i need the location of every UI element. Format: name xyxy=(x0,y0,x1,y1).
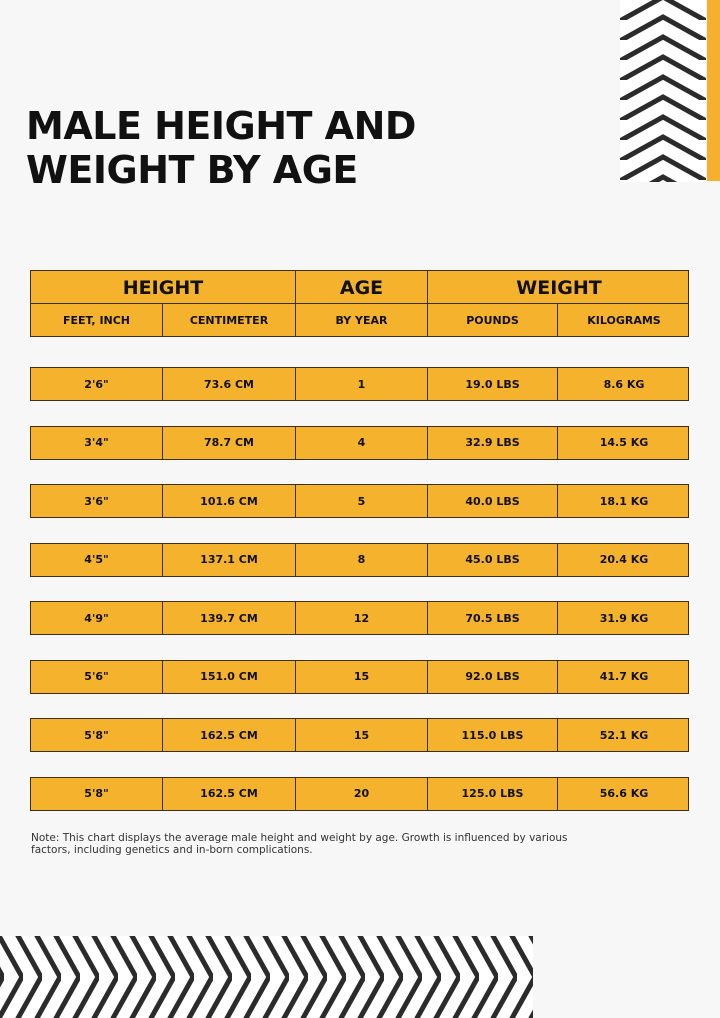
group-height: HEIGHT xyxy=(31,271,296,304)
cell-pounds: 45.0 LBS xyxy=(428,543,558,576)
cell-pounds: 40.0 LBS xyxy=(428,485,558,517)
cell-age: 5 xyxy=(296,485,428,517)
cell-age: 15 xyxy=(296,719,428,751)
table-row: 4'9" 139.7 CM 12 70.5 LBS 31.9 KG xyxy=(30,601,689,635)
cell-kilograms: 31.9 KG xyxy=(599,611,649,625)
col-centimeter: CENTIMETER xyxy=(163,304,296,336)
cell-kilograms: 41.7 KG xyxy=(599,670,649,683)
col-by-year: BY YEAR xyxy=(296,304,428,336)
cell-pounds: 70.5 LBS xyxy=(428,602,558,634)
cell-age: 20 xyxy=(296,777,428,810)
group-age: AGE xyxy=(296,271,428,304)
cell-age: 8 xyxy=(296,543,428,576)
cell-age: 12 xyxy=(296,602,428,634)
table-row: 3'6" 101.6 CM 5 40.0 LBS 18.1 KG xyxy=(30,484,689,518)
cell-feet-inch: 4'9" xyxy=(31,602,163,634)
cell-centimeter: 162.5 CM xyxy=(163,777,296,810)
table-row: 5'6" 151.0 CM 15 92.0 LBS 41.7 KG xyxy=(30,659,689,694)
cell-centimeter: 137.1 CM xyxy=(163,543,296,576)
cell-pounds: 19.0 LBS xyxy=(428,368,558,400)
cell-centimeter: 73.6 CM xyxy=(163,368,296,400)
table-group-header: HEIGHT AGE WEIGHT xyxy=(30,270,689,305)
cell-feet-inch: 3'6" xyxy=(31,485,163,517)
cell-kilograms: 18.1 KG xyxy=(599,494,649,508)
cell-pounds: 115.0 LBS xyxy=(428,719,558,751)
table-row: 2'6" 73.6 CM 1 19.0 LBS 8.6 KG xyxy=(30,367,689,401)
cell-feet-inch: 3'4" xyxy=(31,426,163,459)
col-pounds: POUNDS xyxy=(428,304,558,336)
cell-feet-inch: 5'8" xyxy=(31,719,163,751)
chevron-pattern-decoration xyxy=(620,0,706,182)
cell-feet-inch: 4'5" xyxy=(31,543,163,576)
table-row: 4'5" 137.1 CM 8 45.0 LBS 20.4 KG xyxy=(30,542,689,577)
cell-kilograms: 20.4 KG xyxy=(599,553,649,566)
cell-age: 1 xyxy=(296,368,428,400)
table-row: 3'4" 78.7 CM 4 32.9 LBS 14.5 KG xyxy=(30,425,689,460)
cell-pounds: 125.0 LBS xyxy=(428,777,558,810)
cell-kilograms: 8.6 KG xyxy=(603,377,645,391)
title-line-1: MALE HEIGHT AND xyxy=(26,104,416,148)
cell-centimeter: 139.7 CM xyxy=(163,602,296,634)
cell-age: 15 xyxy=(296,660,428,693)
chevron-pattern-decoration xyxy=(0,936,533,1018)
cell-feet-inch: 2'6" xyxy=(31,368,163,400)
cell-pounds: 32.9 LBS xyxy=(428,426,558,459)
table-row: 5'8" 162.5 CM 15 115.0 LBS 52.1 KG xyxy=(30,718,689,752)
cell-feet-inch: 5'8" xyxy=(31,777,163,810)
cell-centimeter: 78.7 CM xyxy=(163,426,296,459)
cell-kilograms: 56.6 KG xyxy=(599,787,649,800)
cell-feet-inch: 5'6" xyxy=(31,660,163,693)
accent-bar-decoration xyxy=(707,0,720,181)
page-title: MALE HEIGHT AND WEIGHT BY AGE xyxy=(26,104,416,192)
cell-pounds: 92.0 LBS xyxy=(428,660,558,693)
cell-age: 4 xyxy=(296,426,428,459)
cell-centimeter: 162.5 CM xyxy=(163,719,296,751)
group-weight: WEIGHT xyxy=(516,276,602,299)
col-kilograms: KILOGRAMS xyxy=(587,313,661,327)
cell-centimeter: 101.6 CM xyxy=(163,485,296,517)
col-feet-inch: FEET, INCH xyxy=(31,304,163,336)
title-line-2: WEIGHT BY AGE xyxy=(26,148,358,192)
cell-centimeter: 151.0 CM xyxy=(163,660,296,693)
table-row: 5'8" 162.5 CM 20 125.0 LBS 56.6 KG xyxy=(30,776,689,811)
cell-kilograms: 52.1 KG xyxy=(599,728,649,742)
cell-kilograms: 14.5 KG xyxy=(599,436,649,449)
footnote: Note: This chart displays the average ma… xyxy=(31,832,568,856)
table-column-header: FEET, INCH CENTIMETER BY YEAR POUNDS KIL… xyxy=(30,303,689,337)
